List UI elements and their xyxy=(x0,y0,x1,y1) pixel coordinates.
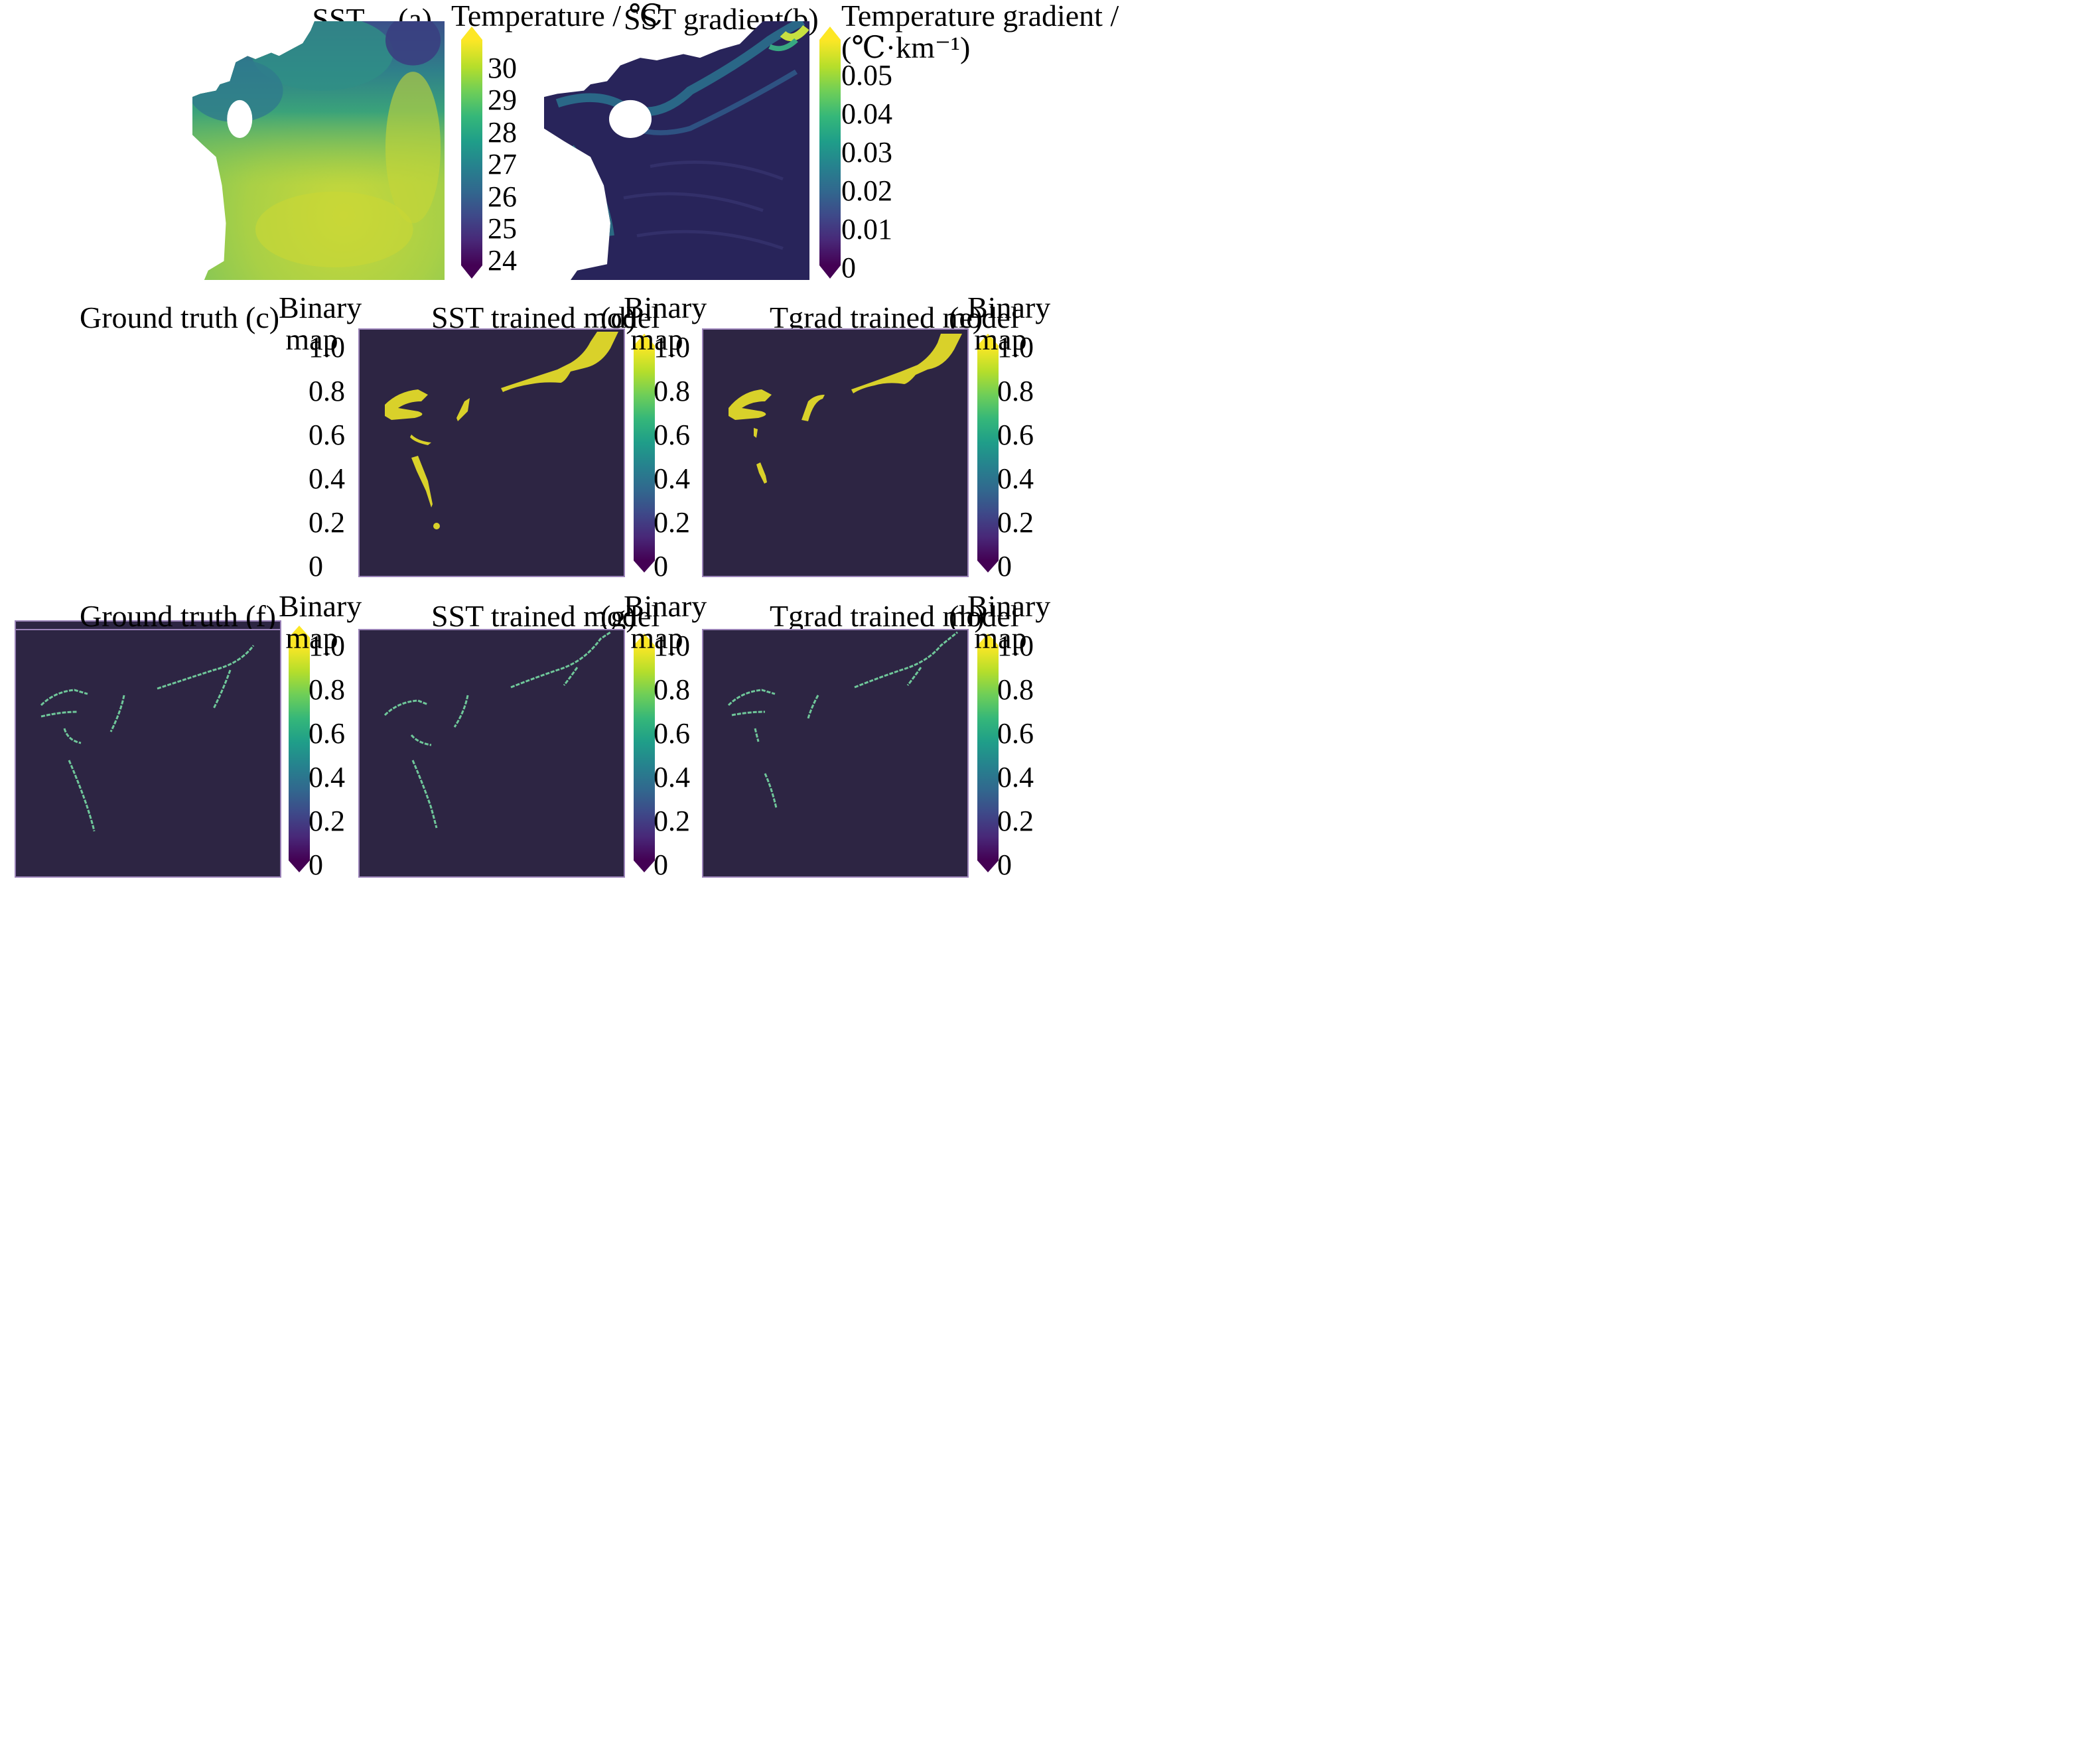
panel-g-colorbar-label: Binary map xyxy=(624,589,707,655)
tick-label: 30 xyxy=(488,52,517,84)
panel-d-colorbar-label: Binary map xyxy=(624,291,707,356)
tick-label: 0.8 xyxy=(654,375,690,407)
tick-label: 27 xyxy=(488,148,517,180)
panel-f-tag: (f) xyxy=(245,599,276,633)
tick-label: 0 xyxy=(654,848,668,881)
panel-g-sst-model-lines: SST trained model (g) xyxy=(345,590,703,882)
tick-label: 0.6 xyxy=(654,717,690,750)
tick-label: 0.8 xyxy=(997,673,1034,706)
tick-label: 29 xyxy=(488,84,517,116)
panel-f-title: Ground truth xyxy=(80,599,238,633)
panel-f-ground-truth-lines: Ground truth (f) xyxy=(0,590,345,882)
tick-label: 1.0 xyxy=(654,630,690,662)
tick-label: 0.4 xyxy=(309,462,345,495)
tick-label: 0.8 xyxy=(309,375,345,407)
tick-label: 0.4 xyxy=(654,462,690,495)
tick-label: 0.2 xyxy=(654,805,690,837)
panel-f-colorbar xyxy=(289,634,310,872)
panel-a-colorbar xyxy=(461,27,482,279)
panel-h-map xyxy=(702,629,969,878)
panel-h-colorbar-label: Binary map xyxy=(967,589,1051,655)
tick-label: 1.0 xyxy=(309,630,345,662)
panel-h-colorbar xyxy=(977,634,999,872)
tick-label: 0.2 xyxy=(654,506,690,539)
tick-label: 0.8 xyxy=(309,673,345,706)
panel-b-colorbar xyxy=(819,27,841,279)
tick-label: 0.8 xyxy=(654,673,690,706)
tick-label: 1.0 xyxy=(997,331,1034,364)
tick-label: 0.6 xyxy=(309,419,345,451)
tick-label: 0 xyxy=(997,848,1012,881)
tick-label: 0 xyxy=(997,550,1012,582)
panel-b-sst-gradient: SST gradient (b) Temperature gradient / … xyxy=(0,0,1119,292)
tick-label: 0.2 xyxy=(309,805,345,837)
tick-label: 0.6 xyxy=(654,419,690,451)
tick-label: 0.6 xyxy=(997,419,1034,451)
panel-d-map xyxy=(358,328,625,577)
panel-c-tag: (c) xyxy=(245,301,280,334)
tick-label: 0 xyxy=(309,550,323,582)
tick-label: 0 xyxy=(654,550,668,582)
panel-a-sst: SST (a) Temperature / ℃ 30 29 28 27 26 2… xyxy=(0,0,1035,292)
panel-a-map xyxy=(192,21,445,280)
tick-label: 0.2 xyxy=(309,506,345,539)
panel-b-map xyxy=(544,21,809,280)
tick-label: 24 xyxy=(488,244,517,277)
panel-f-colorbar-label: Binary map xyxy=(279,589,362,655)
tick-label: 0.01 xyxy=(841,213,892,245)
panel-f-map xyxy=(15,629,281,878)
panel-e-colorbar-label: Binary map xyxy=(967,291,1051,356)
tick-label: 0.6 xyxy=(309,717,345,750)
panel-e-colorbar xyxy=(977,334,999,573)
tick-label: 0.02 xyxy=(841,174,892,207)
tick-label: 0.05 xyxy=(841,59,892,92)
tick-label: 0.4 xyxy=(997,761,1034,793)
panel-g-colorbar xyxy=(634,634,655,872)
tick-label: 1.0 xyxy=(654,331,690,364)
panel-g-map xyxy=(358,629,625,878)
tick-label: 25 xyxy=(488,212,517,245)
tick-label: 0.8 xyxy=(997,375,1034,407)
tick-label: 1.0 xyxy=(309,331,345,364)
tick-label: 0 xyxy=(841,251,856,284)
panel-e-map xyxy=(702,328,969,577)
tick-label: 0.6 xyxy=(997,717,1034,750)
tick-label: 28 xyxy=(488,116,517,149)
tick-label: 0.03 xyxy=(841,136,892,169)
panel-h-tag: (h) xyxy=(949,599,985,633)
panel-b-colorbar-label: Temperature gradient / (℃·km⁻¹) xyxy=(841,0,1119,64)
tick-label: 0.2 xyxy=(997,506,1034,539)
panel-h-tgrad-model-lines: Tgrad trained model (h) xyxy=(697,590,1055,882)
tick-label: 0.4 xyxy=(309,761,345,793)
tick-label: 0.4 xyxy=(654,761,690,793)
panel-d-colorbar xyxy=(634,334,655,573)
panel-c-title: Ground truth xyxy=(80,301,238,334)
tick-label: 0 xyxy=(309,848,323,881)
tick-label: 0.2 xyxy=(997,805,1034,837)
tick-label: 0.4 xyxy=(997,462,1034,495)
tick-label: 1.0 xyxy=(997,630,1034,662)
panel-g-tag: (g) xyxy=(600,599,636,633)
tick-label: 0.04 xyxy=(841,98,892,130)
tick-label: 26 xyxy=(488,180,517,213)
